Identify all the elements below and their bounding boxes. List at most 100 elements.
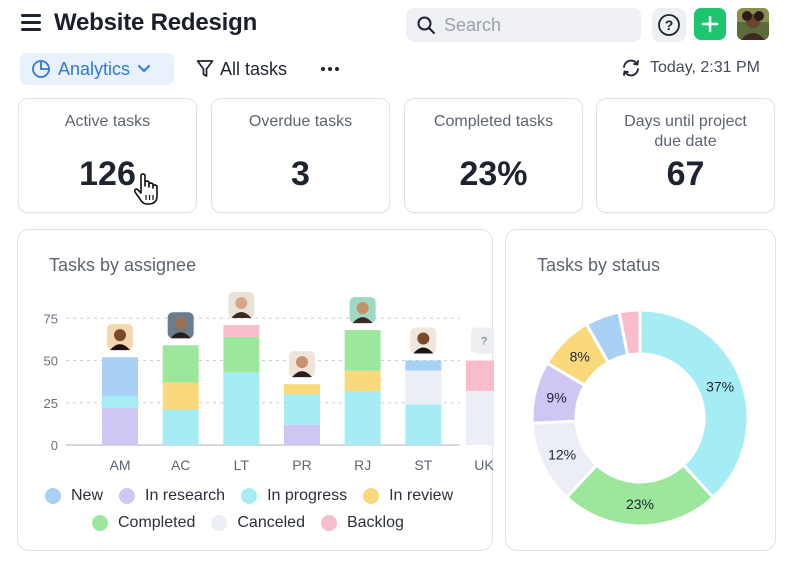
- x-tick-label: RJ: [354, 457, 371, 473]
- user-avatar[interactable]: [737, 8, 769, 40]
- svg-text:?: ?: [665, 17, 674, 33]
- bar-segment[interactable]: [466, 360, 494, 391]
- legend-label: In research: [145, 487, 226, 504]
- last-updated-text: Today, 2:31 PM: [650, 59, 760, 76]
- stat-label: Completed tasks: [433, 113, 554, 130]
- legend-item-backlog[interactable]: Backlog: [320, 514, 404, 532]
- hamburger-menu-icon[interactable]: [20, 14, 44, 36]
- bar-segment[interactable]: [102, 407, 138, 445]
- tasks-by-status-chart: 37% 23% 12% 9% 8%: [530, 308, 750, 528]
- assignee-avatar[interactable]: [349, 297, 376, 324]
- bar-segment[interactable]: [344, 390, 381, 445]
- bar-segment[interactable]: [405, 370, 442, 405]
- top-bar: Website Redesign ?: [0, 0, 791, 50]
- y-tick-label: 50: [44, 354, 58, 369]
- donut-slice[interactable]: [617, 308, 642, 357]
- chevron-down-icon: [138, 65, 151, 73]
- bar-segment[interactable]: [344, 330, 381, 371]
- x-tick-label: LT: [234, 457, 250, 473]
- search-icon: [417, 16, 435, 34]
- legend-label: Completed: [118, 514, 196, 531]
- bar-segment[interactable]: [284, 424, 320, 445]
- bar-segment[interactable]: [102, 357, 138, 396]
- more-options-button[interactable]: [318, 56, 342, 82]
- assignee-avatar[interactable]: [107, 324, 133, 351]
- pie-chart-icon: [32, 60, 50, 78]
- bar-segment[interactable]: [102, 396, 138, 408]
- bar-segment[interactable]: [162, 409, 199, 445]
- stat-card-active-tasks[interactable]: Active tasks 126: [18, 98, 197, 213]
- filter-icon: [196, 60, 214, 77]
- stat-value: 126: [79, 155, 136, 193]
- legend-item-new[interactable]: New: [45, 487, 103, 505]
- bar-segment[interactable]: [223, 325, 260, 337]
- legend-item-completed[interactable]: Completed: [92, 514, 195, 532]
- assignee-avatar[interactable]: ?: [471, 327, 494, 354]
- slice-label: 23%: [626, 496, 654, 512]
- legend-dot: [211, 515, 228, 531]
- legend-dot: [363, 488, 380, 504]
- analytics-view-dropdown[interactable]: Analytics: [20, 53, 174, 85]
- chart-title: Tasks by assignee: [49, 255, 197, 275]
- add-button[interactable]: [694, 8, 726, 40]
- bar-segment[interactable]: [284, 384, 320, 395]
- stat-value: 3: [291, 155, 310, 193]
- assignee-avatar[interactable]: [167, 312, 194, 339]
- stat-card-days-until-due[interactable]: Days until project due date 67: [596, 98, 775, 213]
- tasks-by-assignee-panel: Tasks by assignee 0 25 50 75 AM AC LT PR RJ ST UK?…: [17, 229, 494, 551]
- page-title: Website Redesign: [54, 9, 258, 36]
- stat-value: 67: [666, 155, 705, 193]
- bar-segment[interactable]: [162, 382, 199, 410]
- stat-card-completed-tasks[interactable]: Completed tasks 23%: [404, 98, 583, 213]
- legend-label: In progress: [267, 487, 348, 504]
- refresh-icon[interactable]: [620, 58, 642, 78]
- assignee-avatar[interactable]: [228, 292, 255, 319]
- donut-slice[interactable]: [638, 308, 750, 500]
- assignee-avatar[interactable]: [410, 327, 437, 354]
- bar-segment[interactable]: [223, 336, 260, 373]
- legend-row-1: New In research In progress In review: [45, 487, 469, 505]
- filter-label: All tasks: [220, 58, 288, 79]
- legend-dot: [320, 515, 337, 531]
- search-input[interactable]: [444, 14, 624, 36]
- bar-segment[interactable]: [405, 404, 442, 445]
- bar-segment[interactable]: [344, 370, 381, 391]
- legend-row-2: Completed Canceled Backlog: [92, 514, 420, 532]
- y-tick-label: 0: [51, 438, 58, 453]
- plus-icon: [701, 15, 719, 33]
- x-tick-label: ST: [414, 457, 432, 473]
- question-circle-icon: ?: [658, 14, 680, 36]
- legend-item-canceled[interactable]: Canceled: [211, 514, 305, 532]
- slice-label: 9%: [546, 389, 566, 405]
- legend-label: In review: [389, 487, 454, 504]
- legend-label: Backlog: [346, 514, 404, 531]
- bar-segment[interactable]: [162, 345, 199, 383]
- slice-label: 37%: [706, 379, 734, 395]
- tasks-by-assignee-chart: 0 25 50 75 AM AC LT PR RJ ST UK?: [44, 292, 494, 473]
- search-box[interactable]: [406, 8, 641, 42]
- stat-label: Overdue tasks: [248, 113, 353, 130]
- legend-label: New: [71, 487, 104, 504]
- view-label: Analytics: [58, 58, 131, 79]
- stat-card-overdue-tasks[interactable]: Overdue tasks 3: [211, 98, 390, 213]
- slice-label: 12%: [548, 446, 576, 462]
- bar-segment[interactable]: [405, 360, 442, 371]
- x-tick-label: UK: [474, 457, 494, 473]
- chart-title: Tasks by status: [537, 255, 661, 275]
- bar-segment[interactable]: [284, 394, 320, 425]
- tasks-by-status-panel: Tasks by status 37% 23% 12% 9% 8%: [505, 229, 776, 551]
- ellipsis-icon: [321, 67, 339, 71]
- filter-button[interactable]: All tasks: [196, 56, 287, 82]
- legend-item-in-progress[interactable]: In progress: [241, 487, 347, 505]
- legend-item-in-research[interactable]: In research: [119, 487, 225, 505]
- x-tick-label: PR: [292, 457, 311, 473]
- bar-segment[interactable]: [223, 372, 260, 445]
- x-tick-label: AC: [171, 457, 190, 473]
- help-button[interactable]: ?: [652, 8, 686, 42]
- y-tick-label: 25: [44, 396, 58, 411]
- assignee-avatar[interactable]: [289, 351, 315, 378]
- bar-segment[interactable]: [466, 390, 494, 445]
- legend-item-in-review[interactable]: In review: [363, 487, 453, 505]
- hand-pointer-cursor-icon: [133, 173, 158, 205]
- stat-value: 23%: [459, 155, 528, 193]
